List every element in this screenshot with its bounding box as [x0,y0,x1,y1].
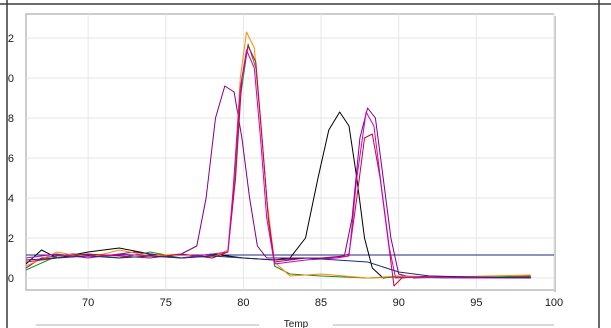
x-tick-label: 75 [160,297,172,309]
x-tick-label: 95 [470,297,482,309]
x-tick-label: 90 [393,297,405,309]
x-tick-label: 80 [237,297,249,309]
x-axis-title: Temp [284,319,309,328]
y-tick-label: 0 [8,273,14,285]
x-tick-label: 70 [82,297,94,309]
grid-lines [26,14,555,290]
y-tick-label: 6 [8,153,14,165]
y-tick-label: 0 [8,73,14,85]
x-tick-label: 85 [315,297,327,309]
plot-frame [25,13,555,291]
series-line [25,255,531,279]
series-layer [25,31,531,287]
y-tick-label: 2 [8,33,14,45]
y-tick-label: 8 [8,113,14,125]
y-tick-label: 2 [8,233,14,245]
y-tick-label: 4 [8,193,14,205]
x-tick-label: 100 [545,297,563,309]
series-line [25,45,531,287]
series-line [25,31,531,279]
series-line [25,43,531,279]
